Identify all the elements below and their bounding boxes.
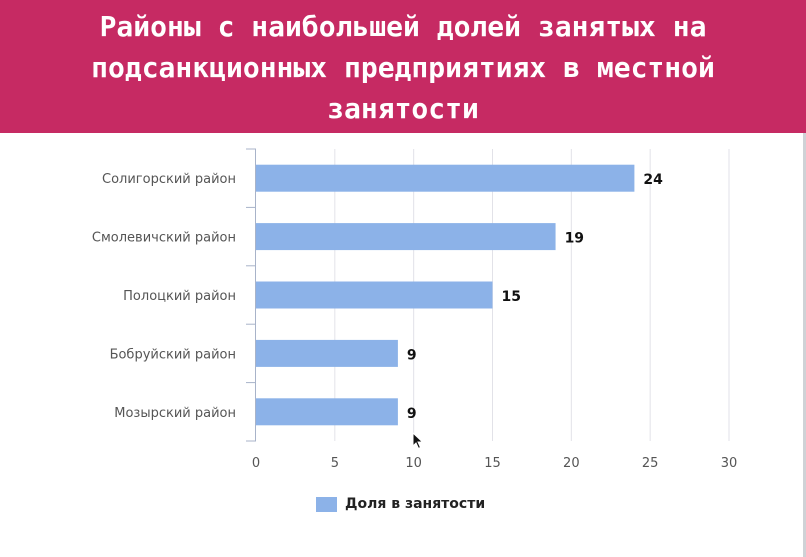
data-label: 19 xyxy=(565,231,584,247)
x-tick-label: 20 xyxy=(563,456,580,471)
legend-label: Доля в занятости xyxy=(345,496,486,512)
legend-swatch xyxy=(316,496,337,512)
legend[interactable]: Доля в занятости xyxy=(316,494,485,514)
x-tick-label: 30 xyxy=(721,456,738,471)
x-tick-label: 15 xyxy=(484,456,501,471)
data-label: 9 xyxy=(407,347,417,363)
bar xyxy=(256,164,635,192)
x-tick-label: 0 xyxy=(252,456,260,471)
category-label: Солигорский район xyxy=(102,172,236,187)
chart-area xyxy=(0,133,806,557)
data-label: 9 xyxy=(407,406,417,422)
x-tick-label: 25 xyxy=(642,456,659,471)
title-banner: Районы с наибольшей долей занятых на под… xyxy=(0,0,806,133)
x-tick-label: 10 xyxy=(405,456,422,471)
chart-title: Районы с наибольшей долей занятых на под… xyxy=(91,10,715,125)
data-label: 24 xyxy=(643,172,663,188)
bar xyxy=(256,223,556,251)
bar xyxy=(256,281,493,309)
category-label: Полоцкий район xyxy=(123,289,236,304)
data-label: 15 xyxy=(502,289,521,305)
x-tick-label: 5 xyxy=(331,456,339,471)
category-label: Смолевичский район xyxy=(92,231,236,246)
category-label: Мозырский район xyxy=(114,406,236,421)
scrollbar-edge xyxy=(803,133,806,557)
category-label: Бобруйский район xyxy=(110,347,236,362)
bar xyxy=(256,398,398,426)
bar xyxy=(256,339,398,367)
mouse-cursor-icon xyxy=(412,432,424,450)
